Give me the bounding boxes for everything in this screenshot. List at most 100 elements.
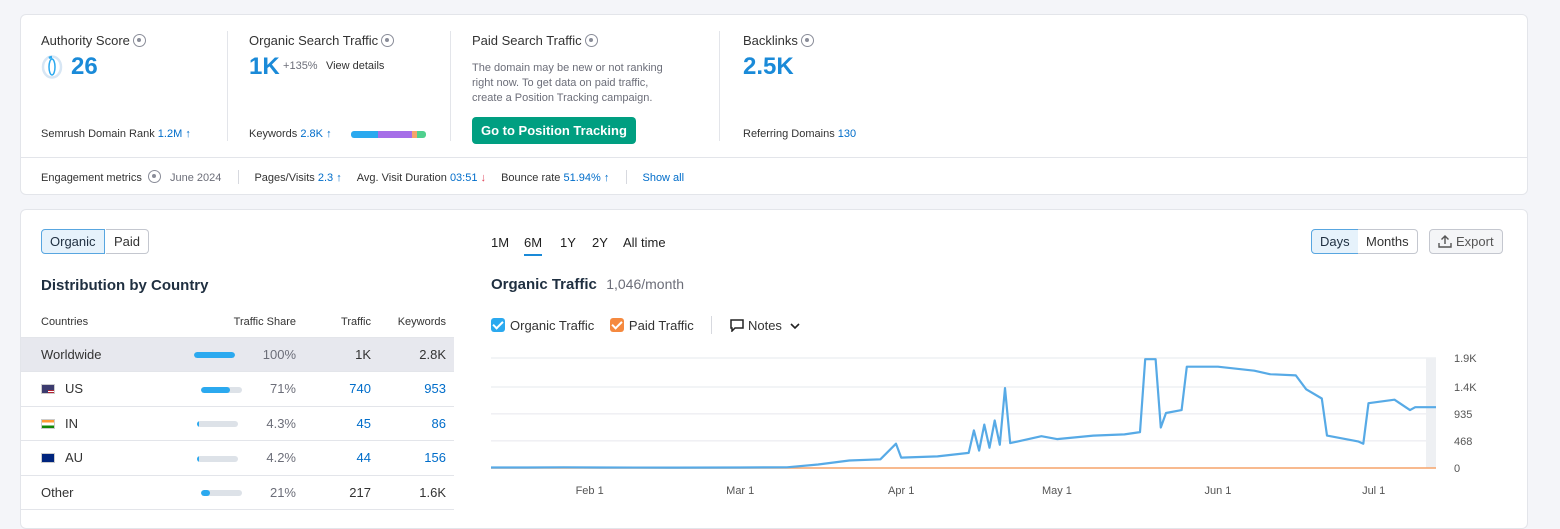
chevron-down-icon — [789, 323, 800, 330]
period-all-time[interactable]: All time — [623, 235, 666, 250]
y-tick-label: 468 — [1454, 436, 1472, 448]
go-to-position-tracking-button[interactable]: Go to Position Tracking — [472, 117, 636, 144]
pages-visits-value: 2.3 — [317, 172, 334, 184]
traffic-share-bar — [197, 421, 239, 428]
tab-organic[interactable]: Organic — [41, 229, 105, 254]
domain-rank-value[interactable]: 1.2M — [157, 128, 183, 140]
col-keywords[interactable]: Keywords — [371, 307, 454, 338]
paid-traffic-message: The domain may be new or not ranking rig… — [472, 62, 663, 104]
info-icon[interactable] — [381, 34, 395, 47]
arrow-up-icon: ↑ — [326, 128, 332, 140]
table-row[interactable]: IN 4.3% 45 86 — [21, 406, 454, 441]
traffic-value[interactable]: 44 — [296, 440, 371, 476]
period-6m[interactable]: 6M — [524, 235, 543, 256]
backlinks-label: Backlinks — [743, 33, 814, 48]
table-row[interactable]: Other 21% 217 1.6K — [21, 475, 454, 510]
view-details-link[interactable]: View details — [325, 60, 385, 72]
distribution-title: Distribution by Country — [41, 277, 209, 294]
period-1m[interactable]: 1M — [491, 235, 510, 250]
traffic-share-bar — [197, 455, 239, 462]
arrow-up-icon: ↑ — [185, 128, 191, 140]
legend-organic[interactable]: Organic Traffic — [491, 318, 594, 333]
x-tick-label: Jun 1 — [1204, 485, 1231, 497]
engagement-date: June 2024 — [169, 172, 222, 184]
legend-paid[interactable]: Paid Traffic — [609, 318, 694, 333]
traffic-value[interactable]: 740 — [296, 371, 371, 407]
domain-rank: Semrush Domain Rank 1.2M ↑ — [41, 128, 191, 140]
country-name: Other — [21, 475, 166, 510]
traffic-share-value: 4.3% — [266, 415, 296, 431]
traffic-share-bar — [200, 490, 242, 497]
arrow-up-icon: ↑ — [603, 172, 610, 184]
forecast-shade — [1426, 358, 1436, 468]
country-name[interactable]: IN — [65, 415, 78, 431]
chart-header: Organic Traffic 1,046/month — [491, 276, 684, 293]
tab-paid[interactable]: Paid — [106, 229, 150, 254]
authority-score-value[interactable]: 26 — [71, 53, 98, 80]
days-toggle[interactable]: Days — [1311, 229, 1359, 254]
traffic-value[interactable]: 45 — [296, 406, 371, 441]
checkbox-icon — [491, 318, 505, 332]
x-tick-label: Apr 1 — [888, 485, 914, 497]
y-tick-label: 1.4K — [1454, 382, 1477, 394]
period-2y[interactable]: 2Y — [592, 235, 608, 250]
organic-traffic-line — [491, 358, 1436, 469]
authority-gauge-icon — [41, 55, 63, 79]
table-row[interactable]: US 71% 740 953 — [21, 371, 454, 407]
arrow-down-icon: ↓ — [480, 172, 487, 184]
x-tick-label: May 1 — [1042, 485, 1072, 497]
organic-traffic-stats: 1K +135% View details — [249, 53, 384, 81]
table-row[interactable]: Worldwide 100% 1K 2.8K — [21, 337, 454, 372]
info-icon[interactable] — [132, 34, 146, 47]
col-traffic[interactable]: Traffic — [296, 307, 371, 338]
traffic-value: 217 — [296, 475, 371, 510]
us-flag-icon — [41, 384, 55, 395]
overview-card: Authority Score 26 Semrush Domain Rank 1… — [20, 14, 1528, 195]
col-traffic-share[interactable]: Traffic Share — [166, 307, 296, 338]
traffic-share-value: 21% — [269, 484, 296, 500]
traffic-share-bar — [200, 386, 242, 393]
divider — [450, 31, 451, 141]
divider — [227, 31, 228, 141]
keywords-intent-bar[interactable] — [351, 131, 426, 138]
organic-traffic-label: Organic Search Traffic — [249, 33, 395, 48]
export-label: Export — [1456, 234, 1494, 249]
x-tick-label: Feb 1 — [576, 485, 604, 497]
months-toggle[interactable]: Months — [1358, 229, 1418, 254]
au-flag-icon — [41, 453, 55, 464]
country-table: Countries Traffic Share Traffic Keywords… — [21, 307, 454, 510]
country-name: Worldwide — [21, 337, 166, 372]
info-icon[interactable] — [147, 170, 161, 183]
country-name[interactable]: US — [65, 381, 84, 397]
info-icon[interactable] — [584, 34, 598, 47]
backlinks-value[interactable]: 2.5K — [743, 53, 794, 80]
chart-title: Organic Traffic — [491, 276, 597, 293]
country-name[interactable]: AU — [65, 450, 84, 466]
in-flag-icon — [41, 418, 55, 429]
info-icon[interactable] — [800, 34, 814, 47]
table-row[interactable]: AU 4.2% 44 156 — [21, 440, 454, 476]
show-all-link[interactable]: Show all — [642, 172, 685, 184]
keywords-value: 1.6K — [371, 475, 454, 510]
chart-value: 1,046/month — [606, 276, 685, 292]
notes-dropdown[interactable]: Notes — [730, 318, 800, 333]
traffic-share-cell: 4.3% — [166, 406, 296, 441]
authority-score-label: Authority Score — [41, 33, 146, 48]
traffic-share-value: 100% — [262, 346, 296, 362]
keywords-value[interactable]: 86 — [371, 406, 454, 441]
keywords-value[interactable]: 2.8K — [300, 128, 323, 140]
referring-domains-value[interactable]: 130 — [837, 128, 857, 140]
keywords-value[interactable]: 156 — [371, 440, 454, 476]
col-countries: Countries — [21, 307, 166, 338]
referring-domains: Referring Domains 130 — [743, 128, 857, 140]
organic-traffic-value[interactable]: 1K — [249, 53, 280, 80]
keywords-value[interactable]: 953 — [371, 371, 454, 407]
country-cell: AU — [21, 440, 166, 476]
export-button[interactable]: Export — [1429, 229, 1503, 254]
divider — [719, 31, 720, 141]
y-tick-label: 0 — [1454, 463, 1460, 475]
organic-traffic-chart[interactable]: 1.9K 1.4K 935 468 0 Feb 1 Mar 1 Apr 1 May 1 Jun 1… — [491, 350, 1481, 500]
period-1y[interactable]: 1Y — [560, 235, 576, 250]
paid-traffic-label: Paid Search Traffic — [472, 33, 598, 48]
traffic-share-bar — [193, 352, 235, 359]
